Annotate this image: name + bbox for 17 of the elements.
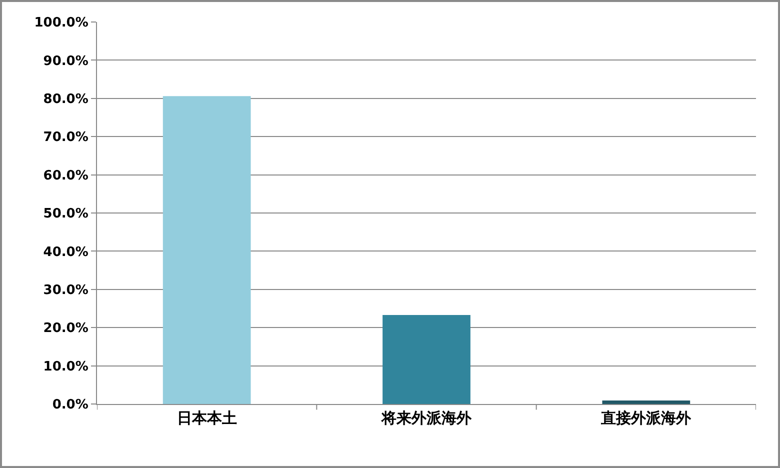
bar: [602, 400, 690, 404]
y-tick-label: 90.0%: [43, 54, 88, 69]
y-tick-label: 30.0%: [43, 282, 88, 298]
y-tick-label: 70.0%: [43, 130, 88, 146]
bar: [162, 96, 251, 404]
bar: [382, 314, 470, 404]
x-tick-label: 将来外派海外: [380, 409, 472, 427]
y-tick-label: 40.0%: [43, 244, 88, 260]
y-tick-label: 10.0%: [43, 359, 88, 374]
y-tick-label: 20.0%: [43, 321, 88, 336]
x-tick-label: 日本本土: [176, 409, 237, 427]
x-tick-label: 直接外派海外: [600, 409, 692, 427]
y-tick-label: 100.0%: [34, 16, 88, 31]
y-tick-label: 0.0%: [52, 398, 88, 413]
y-tick-label: 80.0%: [43, 92, 88, 107]
y-tick-label: 50.0%: [43, 206, 88, 222]
y-tick-label: 60.0%: [43, 168, 88, 184]
